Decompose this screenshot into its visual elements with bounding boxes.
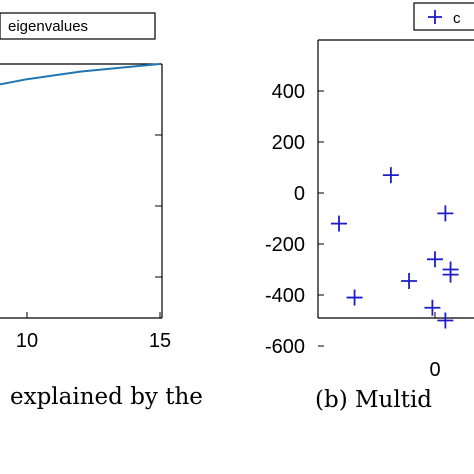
- chart-a-legend-label: eigenvalues: [8, 18, 88, 35]
- chart-a: eigenvalues 10 15 explained by the: [0, 12, 203, 410]
- chart-b: c 400 200 0 -200 -400 -600 0 (b) Multid: [265, 2, 474, 413]
- chart-b-caption: (b) Multid: [315, 387, 432, 413]
- chart-b-ytick-label-5: -600: [265, 336, 305, 358]
- chart-b-point-6: [437, 312, 454, 329]
- chart-b-ytick-label-3: -200: [265, 234, 305, 256]
- chart-b-point-5: [427, 251, 443, 268]
- chart-b-point-4: [424, 299, 441, 316]
- chart-a-legend-box: [0, 12, 156, 40]
- chart-b-point-1: [346, 289, 363, 306]
- chart-b-legend-label: c: [453, 10, 461, 27]
- chart-b-point-3: [401, 272, 418, 289]
- chart-b-ytick-label-2: 0: [294, 183, 305, 205]
- chart-a-series-eigenvalues: [0, 63, 161, 86]
- chart-b-ytick-label-0: 400: [272, 81, 305, 103]
- chart-a-xtick-label-10: 10: [16, 330, 38, 352]
- chart-b-point-2: [382, 167, 399, 184]
- chart-a-xtick-label-15: 15: [149, 330, 171, 352]
- chart-a-caption: explained by the: [10, 384, 203, 410]
- chart-b-ytick-label-4: -400: [265, 285, 305, 307]
- chart-b-point-9: [442, 261, 459, 278]
- chart-b-point-0: [331, 215, 347, 232]
- chart-b-legend-marker: [428, 10, 442, 24]
- chart-b-ytick-label-1: 200: [272, 132, 305, 154]
- chart-b-xtick-label-0: 0: [429, 359, 440, 381]
- chart-b-legend-box: [413, 2, 474, 31]
- chart-b-point-7: [437, 205, 454, 222]
